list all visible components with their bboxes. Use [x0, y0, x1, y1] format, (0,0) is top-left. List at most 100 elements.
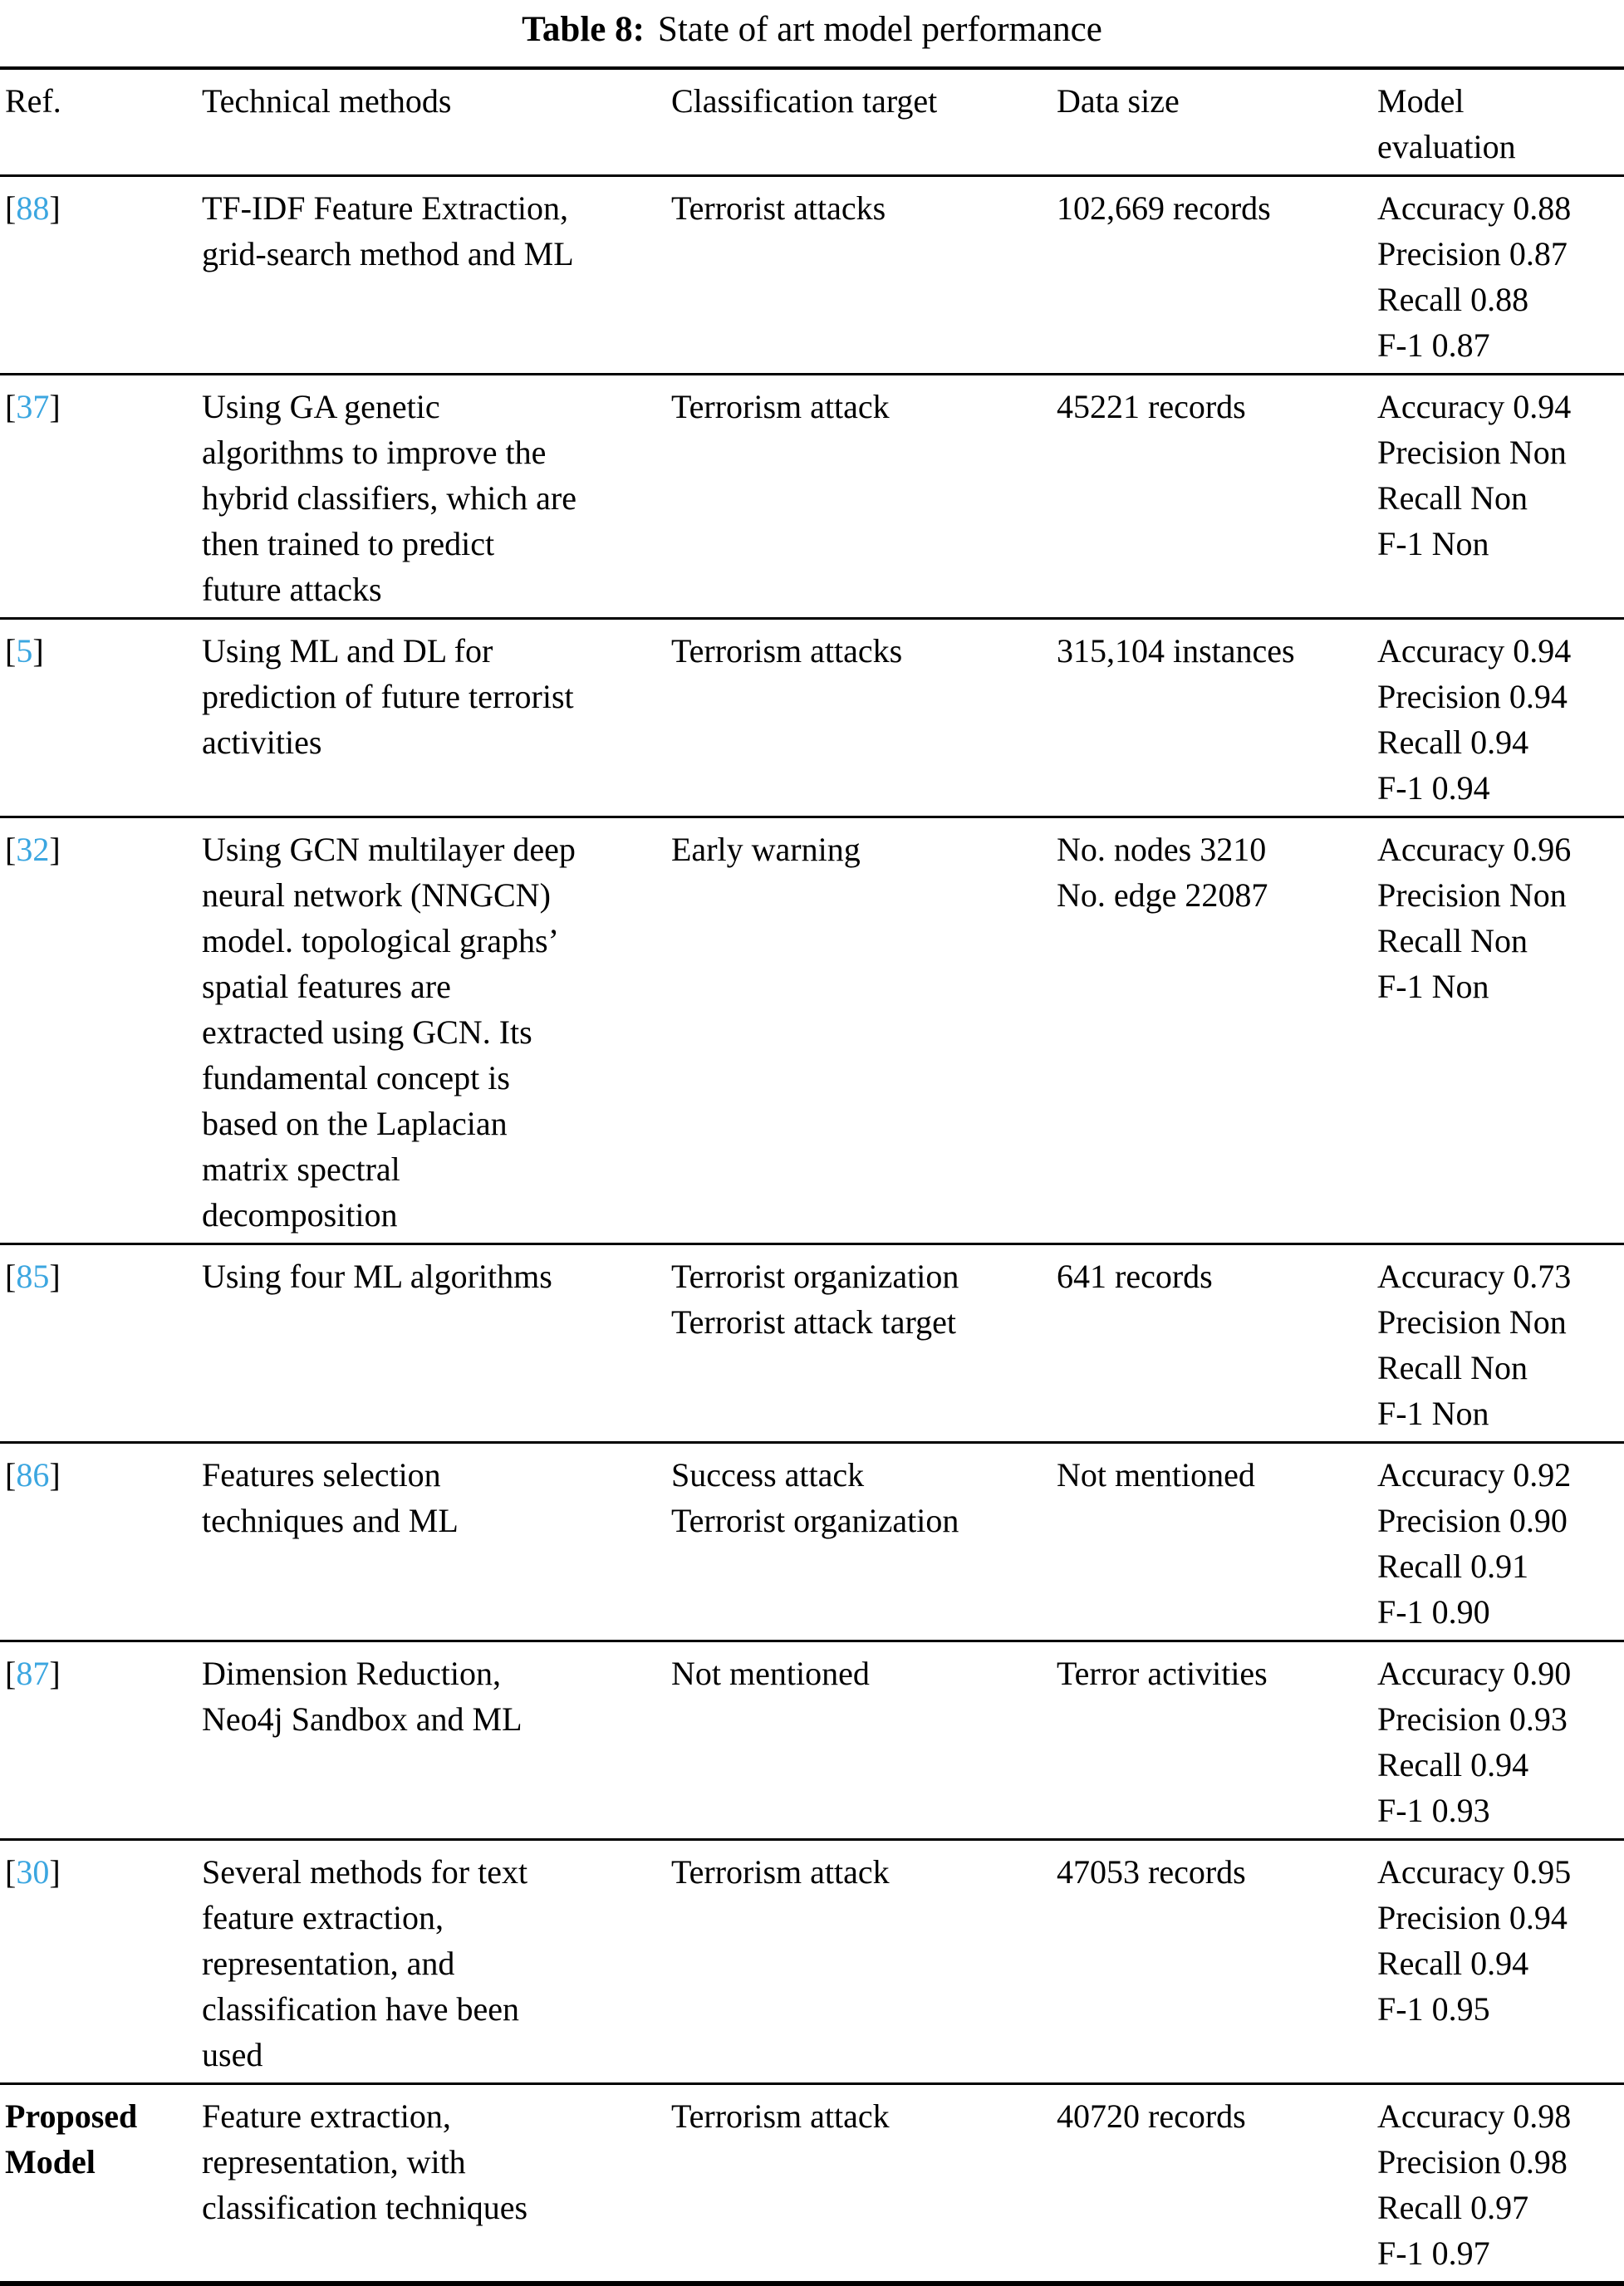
metric-line: Accuracy 0.94 — [1377, 632, 1572, 670]
citation-ref: [87] — [0, 1651, 179, 1696]
metric-line: Accuracy 0.88 — [1377, 189, 1572, 227]
metric-line: Precision Non — [1377, 434, 1567, 471]
table-row: [30] Several methods for text feature ex… — [0, 1840, 1624, 2084]
citation-link[interactable]: 87 — [16, 1655, 50, 1692]
citation-bracket: [ — [5, 831, 17, 868]
evaluation-cell: Accuracy 0.94 Precision Non Recall Non F-1 … — [1377, 375, 1624, 619]
table-row: [87] Dimension Reduction, Neo4j Sandbox … — [0, 1641, 1624, 1840]
citation-link[interactable]: 85 — [16, 1258, 50, 1295]
metric-line: Accuracy 0.90 — [1377, 1655, 1572, 1692]
table-row: [86] Features selection techniques and M… — [0, 1443, 1624, 1641]
target-cell: Terrorism attack — [671, 1840, 1057, 2084]
datasize-cell: 102,669 records — [1057, 176, 1377, 375]
metric-line: Accuracy 0.94 — [1377, 388, 1572, 425]
citation-bracket: ] — [49, 189, 61, 227]
column-header-label: Data size — [1057, 82, 1180, 120]
metric-line: Recall 0.97 — [1377, 2189, 1529, 2226]
citation-link[interactable]: 5 — [16, 632, 33, 670]
column-header-label: Classification target — [671, 82, 938, 120]
column-header-label: Model evaluation — [1377, 82, 1516, 165]
target-item: Terrorist attack target — [671, 1303, 956, 1341]
metric-line: Recall Non — [1377, 1349, 1528, 1386]
metric-line: Precision 0.87 — [1377, 235, 1568, 272]
evaluation-cell: Accuracy 0.88 Precision 0.87 Recall 0.88 F-… — [1377, 176, 1624, 375]
column-header-label: Ref. — [5, 82, 61, 120]
datasize-item: Terror activities — [1057, 1655, 1268, 1692]
ref-cell: [88] — [0, 176, 202, 375]
datasize-item: Not mentioned — [1057, 1456, 1255, 1494]
target-cell: Terrorist organization Terrorist attack t… — [671, 1244, 1057, 1443]
citation-link[interactable]: 88 — [16, 189, 50, 227]
datasize-item: No. edge 22087 — [1057, 876, 1268, 914]
column-header-methods: Technical methods — [202, 68, 671, 176]
table-caption: Table 8: State of art model performance — [0, 8, 1624, 52]
citation-link[interactable]: 86 — [16, 1456, 50, 1494]
metric-line: Precision Non — [1377, 876, 1567, 914]
datasize-cell: 40720 records — [1057, 2084, 1377, 2284]
metric-line: Recall 0.94 — [1377, 724, 1529, 761]
metric-line: Precision 0.90 — [1377, 1502, 1568, 1539]
datasize-cell: 315,104 instances — [1057, 619, 1377, 817]
table-row: Proposed Model Feature extraction, repre… — [0, 2084, 1624, 2284]
methods-cell: Several methods for text feature extract… — [202, 1840, 671, 2084]
citation-bracket: [ — [5, 189, 17, 227]
caption-title: State of art model performance — [657, 10, 1102, 49]
citation-bracket: [ — [5, 388, 17, 425]
metric-line: Recall Non — [1377, 922, 1528, 959]
methods-text: Using GA genetic algorithms to improve t… — [202, 388, 576, 608]
metric-line: F-1 Non — [1377, 968, 1489, 1005]
metric-line: Accuracy 0.98 — [1377, 2097, 1572, 2135]
datasize-cell: No. nodes 3210 No. edge 22087 — [1057, 817, 1377, 1244]
methods-cell: Using four ML algorithms — [202, 1244, 671, 1443]
citation-bracket: ] — [49, 1853, 61, 1891]
ref-cell: [30] — [0, 1840, 202, 2084]
evaluation-cell: Accuracy 0.94 Precision 0.94 Recall 0.94 F-… — [1377, 619, 1624, 817]
methods-cell: Using ML and DL for prediction of future… — [202, 619, 671, 817]
metric-line: Accuracy 0.96 — [1377, 831, 1572, 868]
citation-link[interactable]: 37 — [16, 388, 50, 425]
methods-cell: Using GA genetic algorithms to improve t… — [202, 375, 671, 619]
citation-ref: [86] — [0, 1452, 179, 1498]
datasize-cell: 45221 records — [1057, 375, 1377, 619]
citation-bracket: [ — [5, 632, 17, 670]
column-header-label: Technical methods — [202, 82, 452, 120]
citation-ref: [88] — [0, 185, 179, 231]
proposed-model-label: Proposed Model — [5, 2097, 138, 2181]
citation-ref: [5] — [0, 628, 179, 674]
target-cell: Terrorist attacks — [671, 176, 1057, 375]
caption-label: Table 8: — [522, 10, 645, 49]
datasize-item: 40720 records — [1057, 2097, 1246, 2135]
citation-ref: [30] — [0, 1849, 179, 1895]
column-header-evaluation: Model evaluation — [1377, 68, 1624, 176]
methods-cell: Feature extraction, representation, with… — [202, 2084, 671, 2284]
table-row: [88] TF-IDF Feature Extraction, grid-sea… — [0, 176, 1624, 375]
table-row: [85] Using four ML algorithms Terrorist … — [0, 1244, 1624, 1443]
methods-cell: Features selection techniques and ML — [202, 1443, 671, 1641]
metric-line: Precision 0.94 — [1377, 678, 1568, 715]
ref-cell: [86] — [0, 1443, 202, 1641]
ref-cell: [37] — [0, 375, 202, 619]
table-row: [37] Using GA genetic algorithms to impr… — [0, 375, 1624, 619]
performance-table: Ref. Technical methods Classification targ… — [0, 66, 1624, 2286]
metric-line: Accuracy 0.92 — [1377, 1456, 1572, 1494]
citation-link[interactable]: 30 — [16, 1853, 50, 1891]
evaluation-cell: Accuracy 0.96 Precision Non Recall Non F-1 … — [1377, 817, 1624, 1244]
target-item: Success attack — [671, 1456, 865, 1494]
metric-line: Precision 0.94 — [1377, 1899, 1568, 1936]
metric-line: Precision 0.93 — [1377, 1700, 1568, 1738]
methods-cell: Dimension Reduction, Neo4j Sandbox and M… — [202, 1641, 671, 1840]
target-cell: Early warning — [671, 817, 1057, 1244]
metric-line: F-1 0.95 — [1377, 1990, 1490, 2028]
ref-cell: [5] — [0, 619, 202, 817]
citation-link[interactable]: 32 — [16, 831, 50, 868]
target-item: Terrorism attack — [671, 2097, 890, 2135]
target-cell: Terrorism attack — [671, 375, 1057, 619]
citation-bracket: [ — [5, 1853, 17, 1891]
metric-line: Precision Non — [1377, 1303, 1567, 1341]
target-item: Terrorist attacks — [671, 189, 886, 227]
citation-ref: [32] — [0, 827, 179, 872]
datasize-item: 315,104 instances — [1057, 632, 1295, 670]
methods-text: Using GCN multilayer deep neural network… — [202, 831, 576, 1234]
methods-text: Dimension Reduction, Neo4j Sandbox and M… — [202, 1655, 523, 1738]
